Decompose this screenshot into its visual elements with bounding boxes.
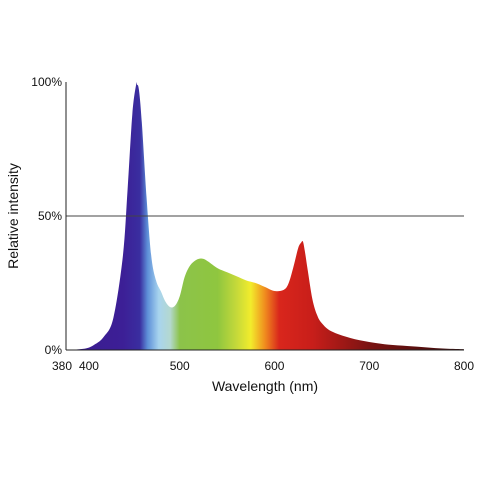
x-tick-label: 500 bbox=[170, 359, 190, 373]
x-tick-label: 380 bbox=[52, 359, 72, 373]
x-tick-label: 700 bbox=[359, 359, 379, 373]
y-tick-label: 50% bbox=[38, 209, 62, 223]
x-tick-label: 600 bbox=[264, 359, 284, 373]
y-tick-labels: 0% 50% 100% bbox=[31, 75, 62, 357]
x-axis-title: Wavelength (nm) bbox=[212, 378, 318, 394]
x-tick-label: 800 bbox=[454, 359, 474, 373]
y-axis-title: Relative intensity bbox=[5, 163, 21, 269]
x-tick-label: 400 bbox=[79, 359, 99, 373]
x-tick-labels: 380 400 500 600 700 800 bbox=[52, 359, 474, 373]
y-tick-label: 0% bbox=[45, 343, 63, 357]
y-tick-label: 100% bbox=[31, 75, 62, 89]
